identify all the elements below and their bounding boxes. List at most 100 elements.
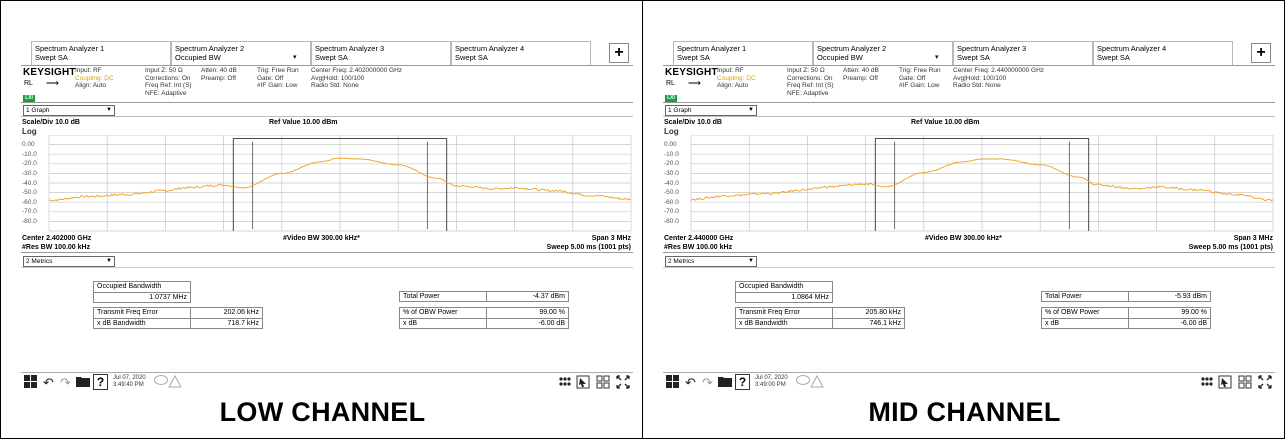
folder-icon[interactable] [717, 375, 732, 390]
spectrum-trace [48, 157, 632, 202]
tfe-row: Transmit Freq Error 205.80 kHz [736, 308, 904, 318]
tab-spectrum-analyzer-2[interactable]: Spectrum Analyzer 2 Occupied BW [813, 41, 953, 65]
window-layout-icon[interactable] [1237, 375, 1252, 390]
xdb-label: x dB [1045, 320, 1060, 327]
graph-select[interactable]: 1 Graph ▼ [665, 105, 757, 116]
fullscreen-icon[interactable] [615, 375, 630, 390]
fullscreen-icon[interactable] [1257, 375, 1272, 390]
warning-triangle-icon[interactable] [167, 374, 182, 390]
keypad-icon[interactable] [557, 375, 572, 390]
channel-caption: LOW CHANNEL [219, 397, 426, 427]
tab-dropdown-icon[interactable]: ▾ [935, 54, 939, 61]
frequency-settings[interactable]: Center Freq: 2.440000000 GHz Avg|Hold: 1… [953, 67, 1044, 90]
tfe-row: Transmit Freq Error 202.06 kHz [94, 308, 262, 318]
tab-spectrum-analyzer-4[interactable]: Spectrum Analyzer 4 Swept SA [1093, 41, 1233, 65]
setting-input-z: Input Z: 50 Ω [787, 67, 825, 74]
chat-bubble-icon[interactable] [795, 375, 810, 390]
res-bw-label[interactable]: #Res BW 100.00 kHz [22, 244, 91, 251]
trigger-settings[interactable]: Trig: Free Run Gate: Off #IF Gain: Low [257, 67, 299, 90]
metrics-select[interactable]: 2 Metrics ▼ [665, 256, 757, 267]
undo-icon[interactable]: ↶ [685, 375, 696, 390]
total-power-label: Total Power [403, 293, 440, 300]
settings-bar: KEYSIGHT RL ⟶ LXI Input: RF Coupling: DC… [663, 65, 1275, 103]
setting-align: Align: Auto [717, 82, 749, 90]
date-text: Jul 07, 2020 [755, 375, 788, 381]
frequency-settings[interactable]: Center Freq: 2.402000000 GHz Avg|Hold: 1… [311, 67, 402, 90]
center-freq-label[interactable]: Center 2.440000 GHz [664, 235, 734, 242]
center-freq-label[interactable]: Center 2.402000 GHz [22, 235, 92, 242]
pct-obw-value: 99.00 % [1181, 309, 1207, 316]
video-bw-label[interactable]: #Video BW 300.00 kHz* [925, 235, 1002, 242]
tab-spectrum-analyzer-1[interactable]: Spectrum Analyzer 1 Swept SA [673, 41, 813, 65]
date-text: Jul 07, 2020 [113, 375, 146, 381]
tab-dropdown-icon[interactable]: ▾ [293, 54, 297, 61]
help-button[interactable]: ? [93, 374, 108, 390]
metrics-select[interactable]: 2 Metrics ▼ [23, 256, 115, 267]
video-bw-label[interactable]: #Video BW 300.00 kHz* [283, 235, 360, 242]
span-label[interactable]: Span 3 MHz [591, 235, 631, 242]
tfe-label: Transmit Freq Error [739, 309, 800, 316]
spectrum-plot[interactable]: 0.00 -10.0 -20.0 -30.0 -40.0 -50.0 -60.0 -70.0-… [21, 135, 633, 233]
tab-spectrum-analyzer-3[interactable]: Spectrum Analyzer 3 Swept SA [311, 41, 451, 65]
time-text: 3:49:00 PM [755, 382, 786, 388]
y-tick-label: -80.0 [22, 217, 37, 225]
input-z-settings[interactable]: Input Z: 50 Ω Corrections: On Freq Ref: … [787, 67, 834, 97]
tab-spectrum-analyzer-4[interactable]: Spectrum Analyzer 4 Swept SA [451, 41, 591, 65]
windows-icon[interactable] [665, 375, 680, 390]
add-tab-button[interactable]: + [1251, 43, 1271, 63]
sweep-label[interactable]: Sweep 5.00 ms (1001 pts) [1188, 244, 1273, 251]
window-layout-icon[interactable] [595, 375, 610, 390]
tfe-value: 205.80 kHz [865, 309, 901, 316]
xdb-row: x dB -6.00 dB [400, 319, 568, 329]
total-power-box: Total Power -4.37 dBm [399, 291, 569, 302]
tab-spectrum-analyzer-1[interactable]: Spectrum Analyzer 1 Swept SA [31, 41, 171, 65]
res-bw-label[interactable]: #Res BW 100.00 kHz [664, 244, 733, 251]
input-settings[interactable]: Input: RF Coupling: DC Align: Auto [717, 67, 756, 90]
undo-icon[interactable]: ↶ [43, 375, 54, 390]
metrics-select-value: 2 Metrics [26, 258, 53, 265]
chevron-down-icon: ▼ [748, 258, 754, 264]
metrics-select-bar: 2 Metrics ▼ [663, 254, 1275, 268]
touch-cursor-icon[interactable] [575, 375, 590, 390]
divider [1128, 292, 1129, 301]
spectrum-plot-svg[interactable] [663, 135, 1275, 233]
warning-triangle-icon[interactable] [809, 374, 824, 390]
chevron-down-icon: ▼ [106, 258, 112, 264]
spectrum-plot[interactable]: 0.00 -10.0 -20.0 -30.0 -40.0 -50.0 -60.0 -70.0-… [663, 135, 1275, 233]
setting-preamp: Preamp: Off [201, 74, 236, 82]
help-button[interactable]: ? [735, 374, 750, 390]
trigger-settings[interactable]: Trig: Free Run Gate: Off #IF Gain: Low [899, 67, 941, 90]
redo-icon[interactable]: ↷ [60, 375, 71, 390]
obw-label-row: Occupied Bandwidth [94, 282, 190, 292]
add-tab-button[interactable]: + [609, 43, 629, 63]
xdb-bw-value: 746.1 kHz [869, 320, 901, 327]
ref-value-label[interactable]: Ref Value 10.00 dBm [911, 119, 980, 126]
setting-if-gain: #IF Gain: Low [899, 82, 940, 90]
input-settings[interactable]: Input: RF Coupling: DC Align: Auto [75, 67, 114, 90]
spectrum-plot-svg[interactable] [21, 135, 633, 233]
setting-trig: Trig: Free Run [257, 67, 299, 74]
chat-bubble-icon[interactable] [153, 375, 168, 390]
redo-icon[interactable]: ↷ [702, 375, 713, 390]
taskbar: ↶ ↷ ? Jul 07, 2020 3:49:40 PM [21, 372, 633, 391]
windows-icon[interactable] [23, 375, 38, 390]
setting-atten: Atten: 40 dB [201, 67, 237, 74]
tab-spectrum-analyzer-2[interactable]: Spectrum Analyzer 2 Occupied BW [171, 41, 311, 65]
input-z-settings[interactable]: Input Z: 50 Ω Corrections: On Freq Ref: … [145, 67, 192, 97]
atten-settings[interactable]: Atten: 40 dB Preamp: Off [843, 67, 879, 82]
sweep-label[interactable]: Sweep 5.00 ms (1001 pts) [546, 244, 631, 251]
tab-spectrum-analyzer-3[interactable]: Spectrum Analyzer 3 Swept SA [953, 41, 1093, 65]
atten-settings[interactable]: Atten: 40 dB Preamp: Off [201, 67, 237, 82]
input-arrow-icon: ⟶ [688, 78, 701, 88]
tab-title: Spectrum Analyzer 2 [817, 44, 887, 53]
keypad-icon[interactable] [1199, 375, 1214, 390]
obw-label: Occupied Bandwidth [97, 283, 162, 290]
setting-corrections: Corrections: On [787, 74, 833, 82]
tab-subtitle: Swept SA [455, 53, 488, 62]
folder-icon[interactable] [75, 375, 90, 390]
touch-cursor-icon[interactable] [1217, 375, 1232, 390]
graph-footer-row-2: #Res BW 100.00 kHz Sweep 5.00 ms (1001 p… [663, 244, 1275, 253]
span-label[interactable]: Span 3 MHz [1233, 235, 1273, 242]
ref-value-label[interactable]: Ref Value 10.00 dBm [269, 119, 338, 126]
graph-select[interactable]: 1 Graph ▼ [23, 105, 115, 116]
